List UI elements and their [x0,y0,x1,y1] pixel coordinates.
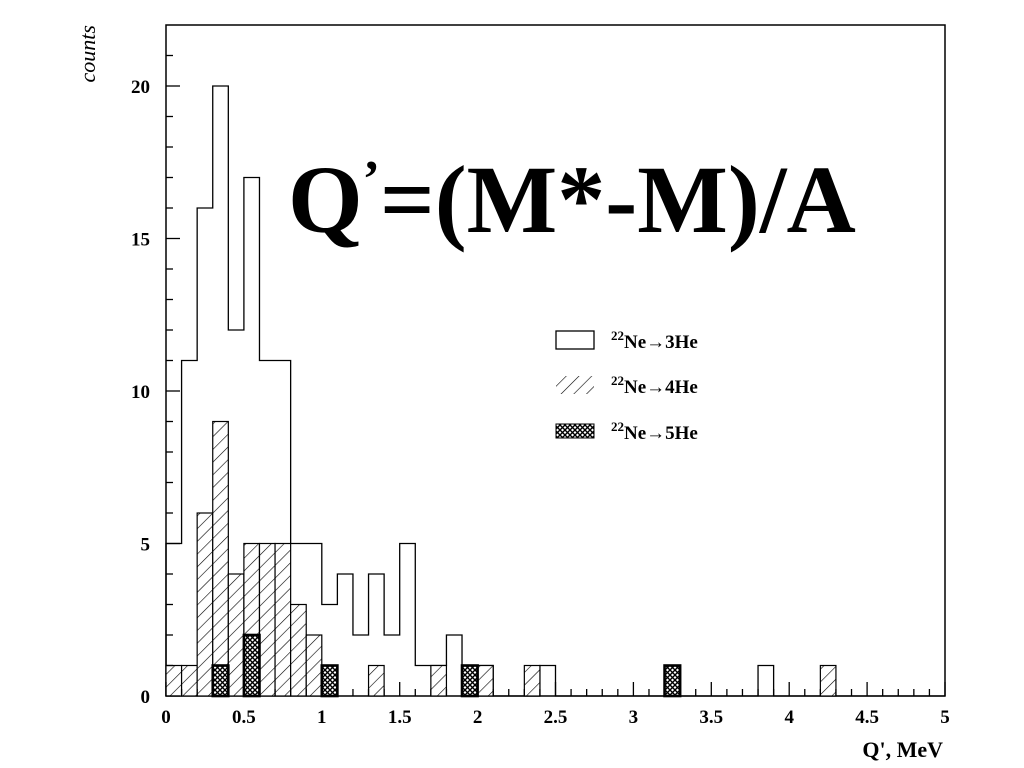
legend: 22Ne→3He 22Ne→4He 22Ne→5He [555,328,698,444]
x-tick-label: 1.5 [388,707,412,728]
x-tick-label: 0 [161,707,171,728]
formula-prime: ’ [363,151,380,208]
bar-4He-6 [258,542,276,697]
bar-4He-23 [523,664,541,697]
x-tick-label: 3 [629,707,639,728]
series-layer [165,85,945,698]
bar-4He-4 [227,573,245,697]
legend-entry-4He: 22Ne→4He [556,373,698,398]
legend-entry-5He: 22Ne→5He [555,419,698,444]
y-tick-label: 10 [131,382,150,403]
bar-5He-19 [460,664,479,698]
bar-4He-20 [477,664,494,697]
formula-annotation: Q’=(M*-M)/A [288,146,856,253]
bar-4He-2 [196,512,214,697]
legend-swatch-crosshatched [555,423,595,439]
bar-4He-3 [212,420,229,697]
x-tick-label: 4.5 [855,707,879,728]
legend-label-3He: 22Ne→3He [611,328,698,353]
bar-5He-3 [211,664,230,698]
axis-layer: 0 0.5 1 1.5 2 2.5 3 3.5 4 4.5 5 0 5 10 15 20 [131,54,950,728]
x-tick-label: 4 [784,707,794,728]
x-tick-label: 2.5 [544,707,568,728]
y-tick-label: 5 [141,535,151,556]
x-axis-title: Q', MeV [862,737,943,762]
y-tick-label: 20 [131,77,150,98]
y-tick-label: 0 [141,687,151,708]
bar-5He-5 [242,633,261,698]
legend-entry-3He: 22Ne→3He [555,328,698,353]
legend-label-5He: 22Ne→5He [611,419,698,444]
bar-4He-0 [165,664,183,697]
legend-swatch-hatched [556,376,594,394]
bar-4He-9 [305,634,323,697]
bar-4He-7 [274,542,292,697]
x-tick-label: 0.5 [232,707,256,728]
formula-rest: =(M*-M)/A [380,146,856,253]
x-tick-label: 5 [940,707,950,728]
bar-4He-1 [180,664,198,697]
bar-4He-17 [430,664,448,697]
bar-5He-10 [320,664,339,698]
y-tick-label: 15 [131,230,150,251]
bar-5He-32 [663,664,682,698]
series-5He [211,633,682,698]
legend-label-4He: 22Ne→4He [611,373,698,398]
x-tick-label: 1 [317,707,327,728]
y-axis-title: counts [75,25,100,82]
bar-4He-42 [819,664,837,697]
bar-4He-13 [367,664,385,697]
x-tick-label: 2 [473,707,483,728]
legend-swatch-open [555,330,595,350]
series-4He [165,420,837,697]
x-tick-label: 3.5 [699,707,723,728]
bar-4He-8 [290,603,307,697]
formula-q: Q [288,146,363,253]
